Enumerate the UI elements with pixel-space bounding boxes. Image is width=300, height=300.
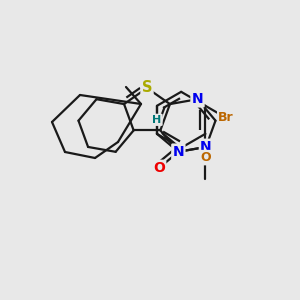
Text: H: H — [152, 115, 161, 125]
Text: S: S — [142, 80, 152, 95]
Text: N: N — [200, 140, 212, 154]
Text: N: N — [172, 145, 184, 159]
Text: Br: Br — [218, 111, 234, 124]
Text: O: O — [200, 151, 211, 164]
Text: O: O — [153, 161, 165, 175]
Text: N: N — [192, 92, 203, 106]
